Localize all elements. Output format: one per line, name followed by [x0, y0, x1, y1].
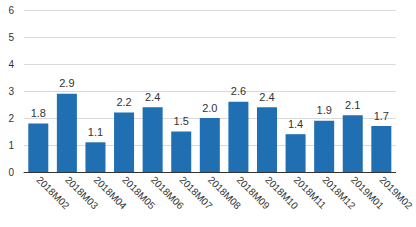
svg-text:2.2: 2.2 [116, 96, 131, 108]
svg-text:2018M12: 2018M12 [320, 174, 358, 212]
svg-text:2.0: 2.0 [202, 102, 217, 114]
svg-text:2.4: 2.4 [145, 91, 160, 103]
svg-text:1.8: 1.8 [31, 107, 46, 119]
svg-text:1.1: 1.1 [88, 126, 103, 138]
svg-text:1.9: 1.9 [317, 104, 332, 116]
svg-text:1.7: 1.7 [374, 110, 389, 122]
svg-text:2018M02: 2018M02 [34, 174, 72, 212]
svg-text:1.5: 1.5 [174, 115, 189, 127]
svg-text:2018M06: 2018M06 [148, 174, 186, 212]
svg-text:2019M02: 2019M02 [377, 174, 415, 212]
svg-text:4: 4 [8, 59, 14, 70]
svg-text:2: 2 [8, 113, 14, 124]
svg-text:0: 0 [8, 167, 14, 178]
svg-text:2018M05: 2018M05 [120, 174, 158, 212]
svg-text:2018M09: 2018M09 [234, 174, 272, 212]
svg-text:1: 1 [8, 140, 14, 151]
svg-text:2019M01: 2019M01 [348, 174, 387, 212]
svg-text:2.4: 2.4 [259, 91, 274, 103]
svg-text:1.4: 1.4 [288, 118, 303, 130]
svg-text:2.1: 2.1 [345, 99, 360, 111]
svg-text:2018M07: 2018M07 [177, 174, 215, 212]
svg-text:6: 6 [8, 5, 14, 16]
svg-text:2018M10: 2018M10 [263, 174, 301, 212]
svg-text:2018M04: 2018M04 [91, 174, 129, 212]
svg-text:5: 5 [8, 32, 14, 43]
svg-text:2018M11: 2018M11 [291, 174, 329, 211]
svg-text:2.6: 2.6 [231, 85, 246, 97]
svg-text:3: 3 [8, 86, 14, 97]
svg-text:2.9: 2.9 [59, 77, 74, 89]
svg-text:2018M08: 2018M08 [205, 174, 244, 212]
svg-text:2018M03: 2018M03 [63, 174, 101, 212]
